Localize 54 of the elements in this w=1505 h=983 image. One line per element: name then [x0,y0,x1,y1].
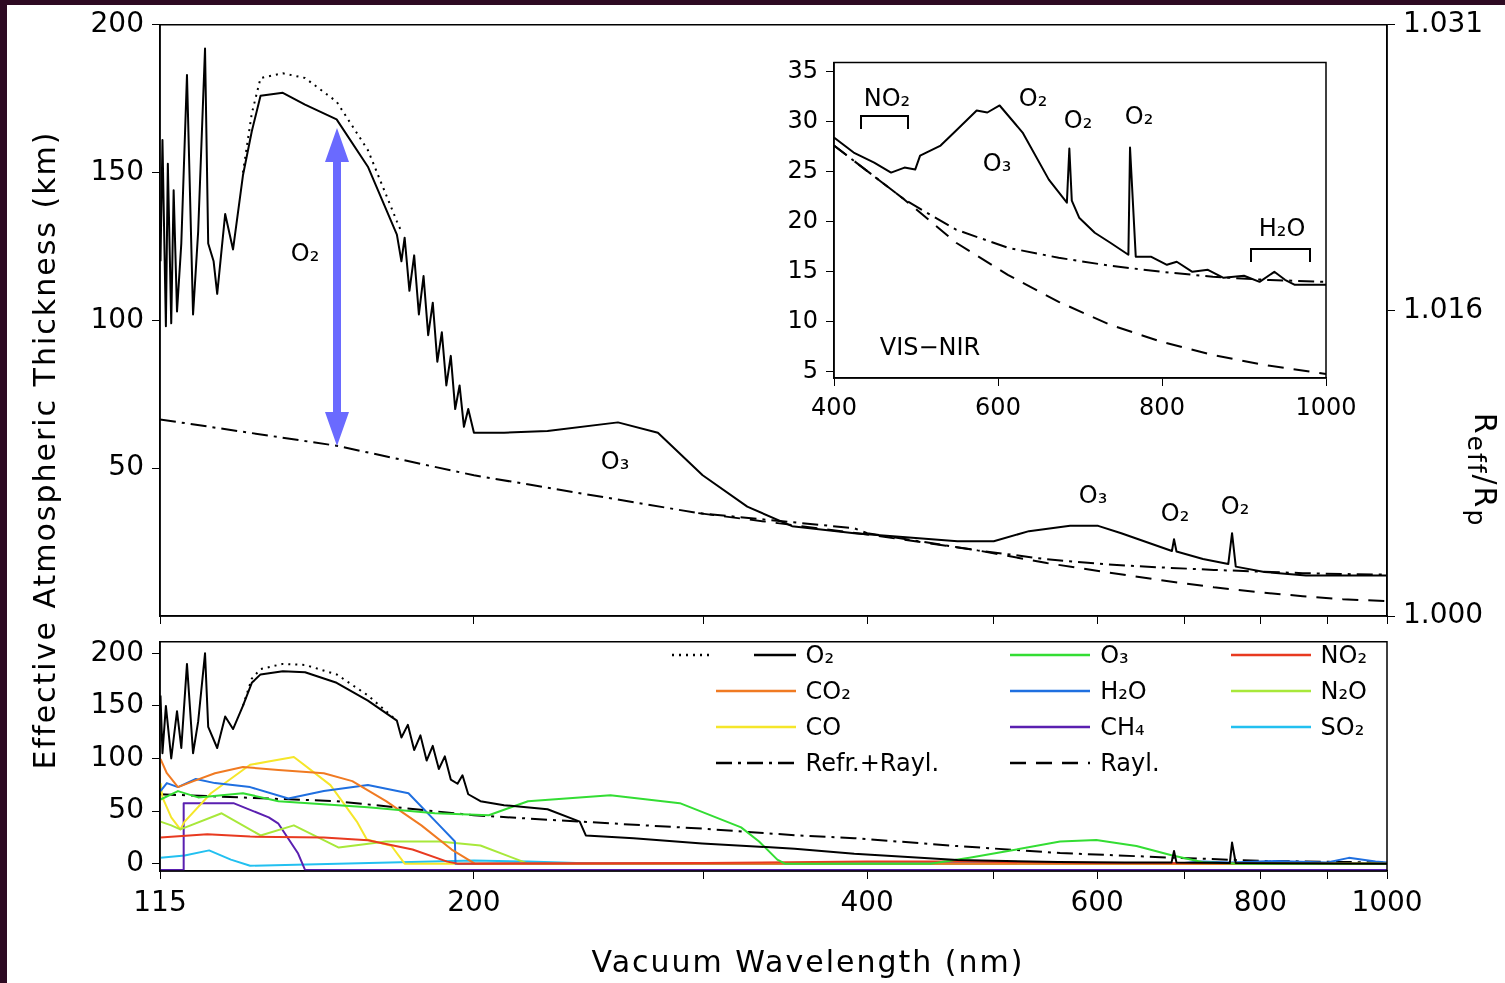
annotation: O₂ [290,239,320,268]
y-tick-label: 100 [90,301,144,335]
legend-label: NO₂ [1320,641,1367,669]
y-tick-label: 150 [90,687,144,721]
y-tick-label: 50 [108,792,144,826]
y-tick-label: 25 [787,155,818,184]
legend-label: CO₂ [805,677,851,705]
legend-label: H₂O [1100,677,1147,705]
annotation: O₃ [600,447,630,476]
legend-label: Refr.+Rayl. [805,749,940,777]
x-tick-label: 400 [811,392,857,421]
legend-label: Rayl. [1100,749,1160,777]
y-tick-label: 200 [90,634,144,668]
x-tick-label: 400 [840,885,894,919]
y-tick-label: 20 [787,205,818,234]
x-tick-label: 600 [1070,885,1124,919]
x-tick-label: 600 [975,392,1021,421]
annotation: VIS−NIR [879,333,981,362]
y2-tick-label: 1.031 [1403,6,1484,40]
annotation: H₂O [1258,214,1306,243]
x-tick-label: 200 [447,885,501,919]
annotation: NO₂ [863,84,911,113]
x-tick-label: 800 [1139,392,1185,421]
y-axis-title: Effective Atmospheric Thickness (km) [27,130,62,770]
y2-tick-label: 1.000 [1403,597,1484,631]
x-tick-label: 1000 [1351,885,1423,919]
annotation: O₂ [1124,102,1154,131]
legend-label: O₂ [805,641,835,669]
annotation: O₂ [1220,492,1250,521]
y-tick-label: 30 [787,105,818,134]
legend-label: CO [805,713,842,741]
annotation: O₂ [1160,499,1190,528]
x-tick-label: 800 [1233,885,1288,919]
y-tick-label: 50 [108,449,144,483]
legend-label: O₃ [1100,641,1129,669]
y-tick-label: 10 [787,306,818,335]
y-tick-label: 200 [90,6,144,40]
x-tick-label: 1000 [1295,392,1357,421]
y2-tick-label: 1.016 [1403,292,1484,326]
y-tick-label: 150 [90,153,144,187]
legend-label: N₂O [1320,677,1367,705]
y-tick-label: 100 [90,739,144,773]
annotation: O₃ [1078,481,1108,510]
legend-label: CH₄ [1100,713,1145,741]
annotation: O₂ [1018,84,1048,113]
y-tick-label: 35 [787,55,818,84]
y-tick-label: 5 [802,356,818,385]
y-tick-label: 15 [787,256,818,285]
x-axis-title: Vacuum Wavelength (nm) [591,944,1025,979]
annotation: O₂ [1063,106,1093,135]
annotation: O₃ [982,149,1012,178]
legend-label: SO₂ [1320,713,1365,741]
x-tick-label: 115 [133,885,187,919]
y-tick-label: 0 [126,844,144,878]
